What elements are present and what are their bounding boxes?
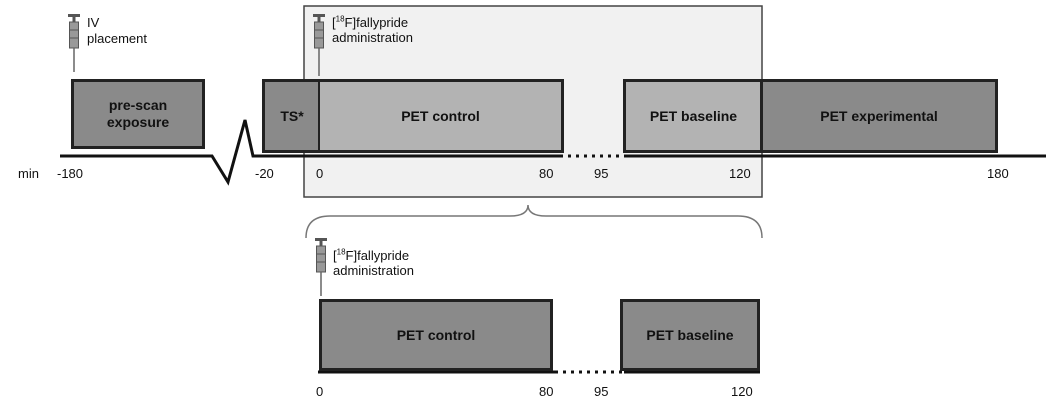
tick-label: 95: [594, 384, 609, 399]
pet-control-box: PET control: [318, 79, 564, 153]
tick-label: 120: [731, 384, 753, 399]
syringe-icon: [315, 238, 327, 296]
zoom-brace: [305, 204, 763, 239]
tick-label: 95: [594, 166, 609, 181]
iv-placement-label: IV placement: [87, 15, 147, 46]
tick-label: -20: [255, 166, 274, 181]
tick-label: 80: [539, 384, 554, 399]
prescan-exposure-box: pre-scan exposure: [71, 79, 205, 149]
tracer-admin-label-top: [18F]fallypride administration: [332, 14, 413, 45]
min-unit-label: min: [18, 166, 39, 181]
tick-label: 0: [316, 166, 324, 181]
top-axis-line: [60, 119, 1046, 186]
pet-baseline-box-zoom: PET baseline: [620, 299, 760, 371]
tracer-admin-label-bottom: [18F]fallypride administration: [333, 247, 414, 278]
tick-label: -180: [57, 166, 84, 181]
tick-label: 180: [987, 166, 1009, 181]
tick-label: 0: [316, 384, 324, 399]
pet-control-box-zoom: PET control: [319, 299, 553, 371]
tick-label: 80: [539, 166, 554, 181]
syringe-icon: [68, 14, 80, 72]
ts-box: TS*: [262, 79, 322, 153]
syringe-icon: [313, 14, 325, 76]
tick-label: 120: [729, 166, 751, 181]
pet-baseline-box: PET baseline: [623, 79, 764, 153]
pet-experimental-box: PET experimental: [760, 79, 998, 153]
